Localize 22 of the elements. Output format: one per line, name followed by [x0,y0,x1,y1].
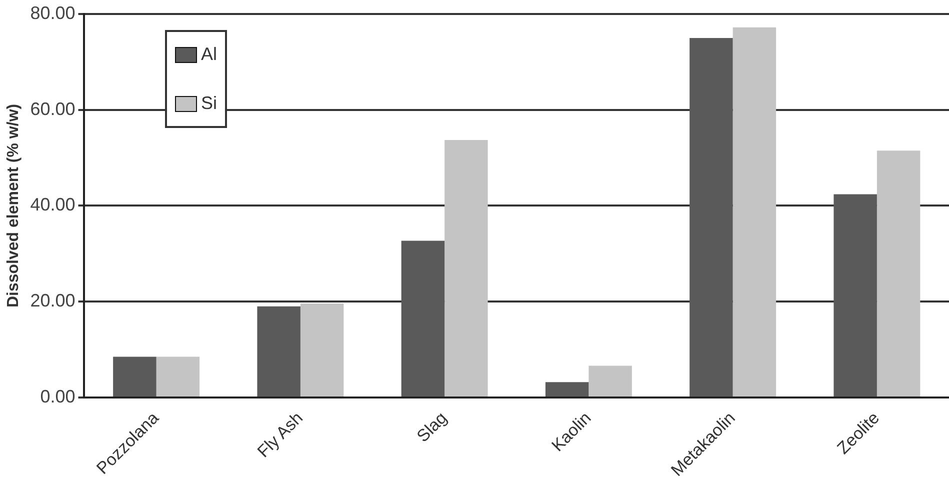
bar [156,356,200,396]
y-tick-label: 40.00 [30,194,76,215]
y-axis-title: Dissolved element (% w/w) [5,104,22,308]
bar [545,382,589,396]
x-tick-label: Fly Ash [254,408,307,462]
legend-label: Si [201,93,218,114]
bar [300,304,344,396]
legend-label: Al [201,44,218,65]
bar [834,194,877,396]
x-tick-label: Slag [413,408,451,446]
bar [257,306,300,396]
y-tick-label: 60.00 [30,98,76,119]
bar [444,140,488,396]
bar [588,366,632,396]
y-tick-label: 80.00 [30,2,76,23]
bar [732,27,776,396]
bar [113,356,156,396]
bar [401,240,445,396]
bar [690,38,733,396]
bar [876,150,920,396]
y-tick-label: 20.00 [30,290,76,311]
y-tick-label: 0.00 [40,386,76,406]
